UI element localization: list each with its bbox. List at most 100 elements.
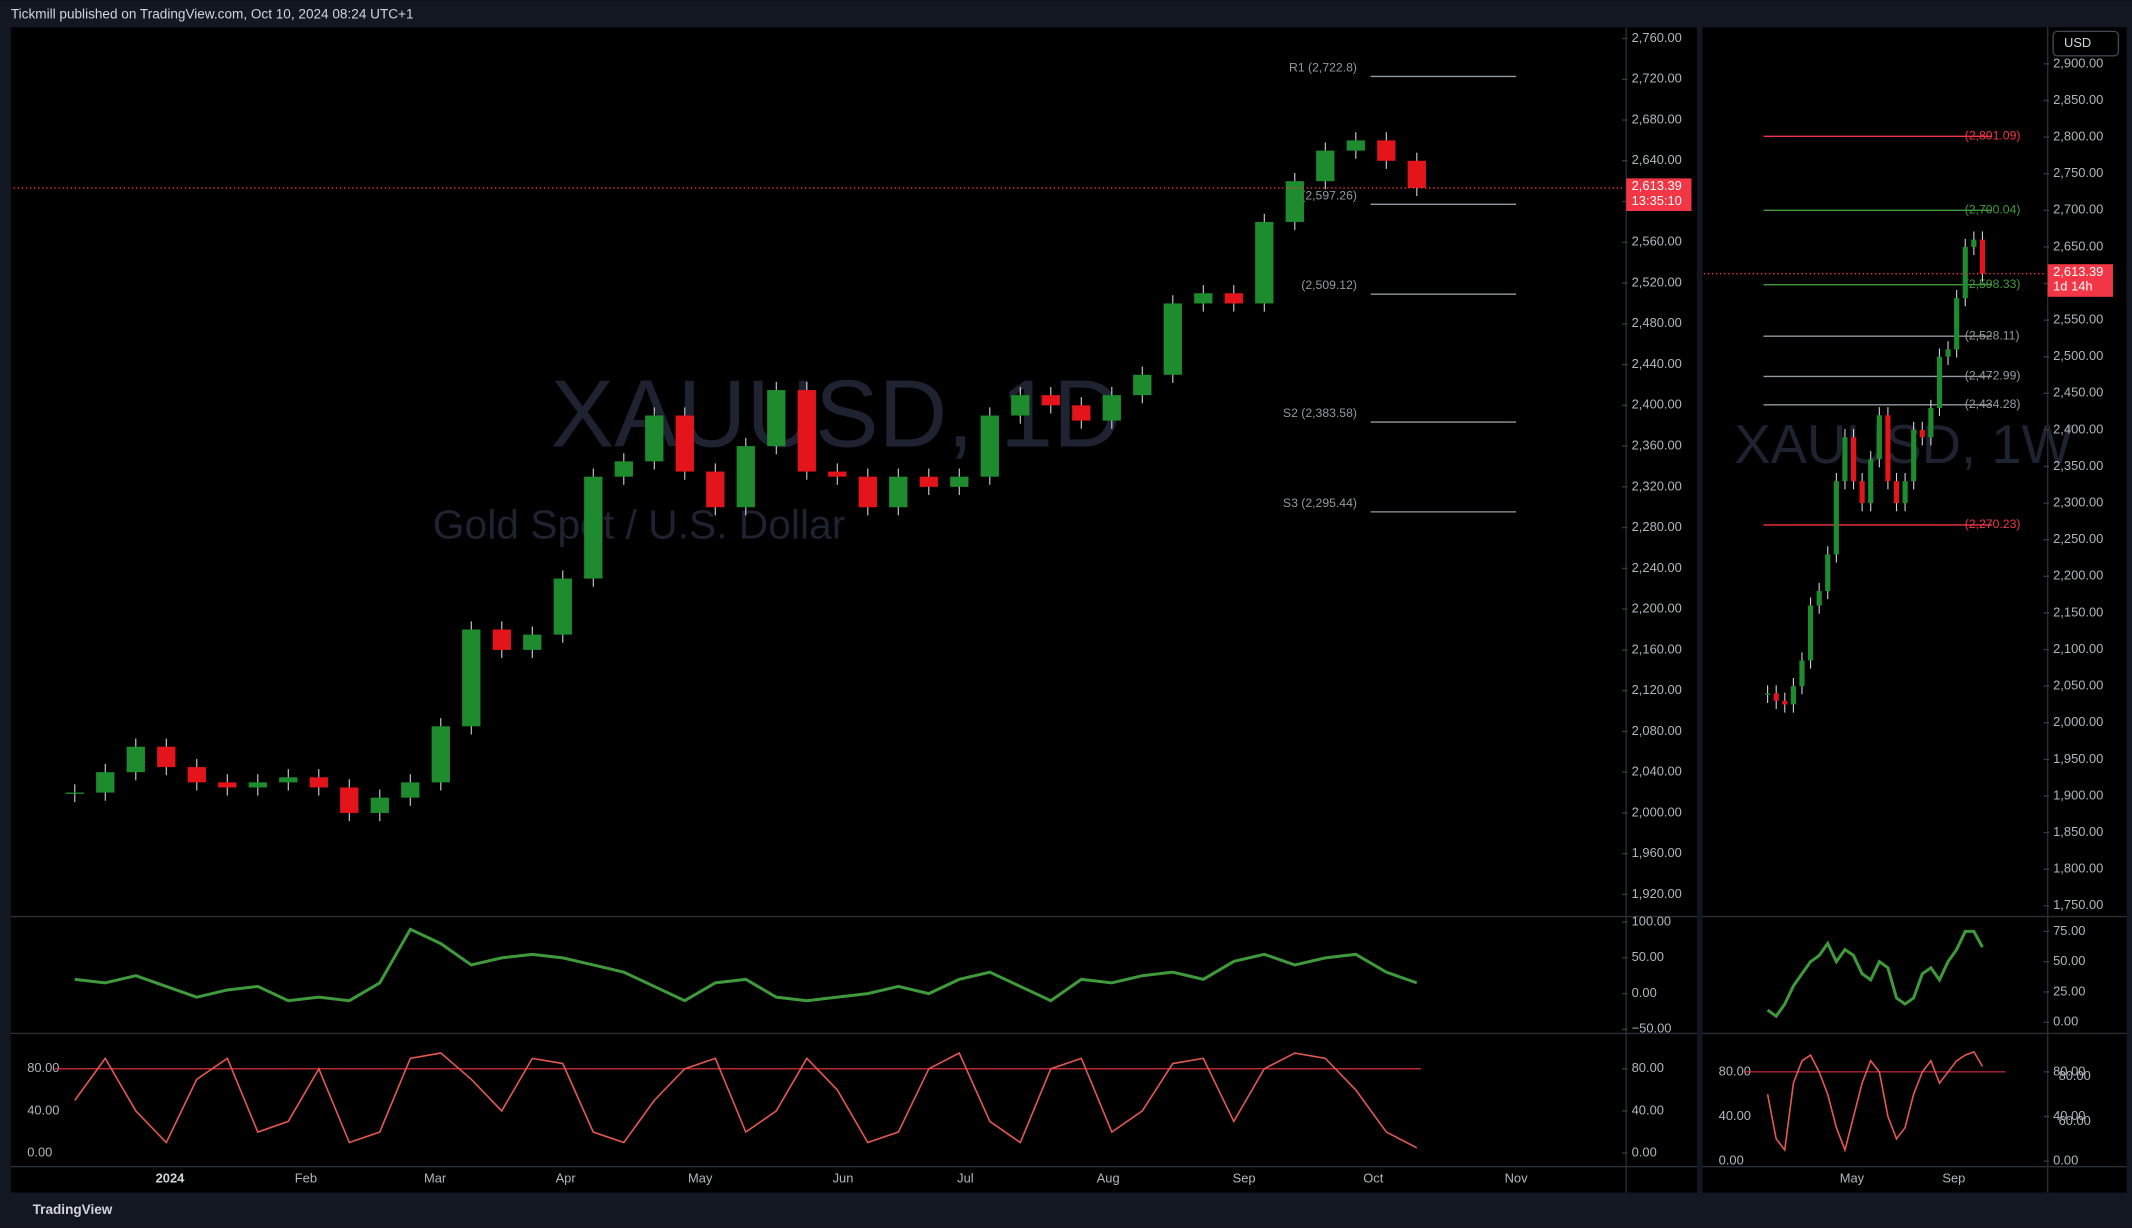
y-tick-label: −50.00 [1632, 1021, 1672, 1036]
footer-brand: TradingView [33, 1202, 113, 1217]
y-tick-label-left: 0.00 [1719, 1153, 1744, 1168]
candle [340, 787, 359, 813]
y-tick-label: 2,850.00 [2053, 92, 2103, 107]
candle [462, 629, 481, 727]
candle [1971, 239, 1977, 247]
candle [1825, 554, 1831, 591]
y-tick-label: 100.00 [1632, 914, 1671, 929]
pivot-label: (2,472.99) [1965, 369, 2021, 383]
y-tick-label: 2,120.00 [1632, 682, 1682, 697]
y-tick-label: 0.00 [2053, 1153, 2078, 1168]
y-tick-label: 2,400.00 [2053, 421, 2103, 436]
y-tick-label: 2,240.00 [1632, 560, 1682, 575]
candle [187, 767, 206, 783]
pivot-label: (2,700.04) [1965, 203, 2021, 217]
candle [1102, 395, 1121, 421]
y-tick-label: 50.00 [1632, 949, 1664, 964]
y-tick-label: 75.00 [2053, 923, 2085, 938]
last-price-label: 2,613.39 [2053, 264, 2103, 279]
y-tick-label: 2,350.00 [2053, 458, 2103, 473]
candle [1407, 160, 1426, 188]
y-tick-label: 2,720.00 [1632, 71, 1682, 86]
y-tick-label: 80.00 [1632, 1060, 1664, 1075]
x-tick-label: May [1840, 1170, 1865, 1185]
candle [1133, 374, 1152, 396]
last-price-tag [2047, 264, 2113, 297]
candle [248, 782, 267, 788]
y-tick-label-left: 40.00 [1719, 1108, 1751, 1123]
watermark: XAUUSD, 1D [551, 362, 1122, 468]
candle [1928, 407, 1934, 438]
y-tick-label: 25.00 [2053, 983, 2085, 998]
pivot-label: R1 (2,722.8) [1289, 60, 1357, 74]
y-tick-label: 2,520.00 [1632, 274, 1682, 289]
y-tick-label: 1,800.00 [2053, 861, 2103, 876]
countdown-label: 13:35:10 [1632, 193, 1682, 208]
pivot-label: (2,801.09) [1965, 129, 2021, 143]
watermark: XAUUSD, 1W [1734, 414, 2073, 475]
pivot-label: (2,270.23) [1965, 517, 2021, 531]
candle [431, 726, 450, 783]
candle [523, 634, 542, 650]
candle [1833, 481, 1839, 555]
candle [1842, 437, 1848, 482]
y-tick-label: 0.00 [2053, 1014, 2078, 1029]
y-tick-label-left: 0.00 [27, 1144, 52, 1159]
indicator-line [1766, 929, 1984, 1019]
candle [706, 471, 725, 508]
candle [1163, 303, 1182, 375]
x-tick-label: Feb [295, 1170, 317, 1185]
pivot-label: (2,509.12) [1301, 278, 1357, 292]
y-tick-label: 1,900.00 [2053, 787, 2103, 802]
y-tick-label-left: 80.00 [1719, 1063, 1751, 1078]
y-tick-label: 2,000.00 [1632, 804, 1682, 819]
indicator-line [1766, 1050, 1984, 1153]
candle [1790, 686, 1796, 705]
y-tick-label: 2,040.00 [1632, 764, 1682, 779]
y-tick-label: 2,360.00 [1632, 438, 1682, 453]
candle [950, 476, 969, 487]
pivot-label: (2,434.28) [1965, 397, 2021, 411]
candle [401, 782, 420, 798]
y-tick-label: 2,150.00 [2053, 604, 2103, 619]
y-tick-label: 2,280.00 [1632, 519, 1682, 534]
x-tick-label: Jun [833, 1170, 854, 1185]
pivot-label: S2 (2,383.58) [1283, 406, 1357, 420]
candle [858, 476, 877, 508]
candle [1773, 693, 1779, 701]
x-tick-label: Sep [1233, 1170, 1256, 1185]
y-tick-label: 2,080.00 [1632, 723, 1682, 738]
y-tick-label: 2,760.00 [1632, 30, 1682, 45]
candle [1936, 356, 1943, 408]
candle [1194, 293, 1213, 304]
candle [126, 746, 145, 773]
y-tick-label: 2,550.00 [2053, 312, 2103, 327]
candle [1377, 140, 1396, 161]
candle [614, 461, 633, 477]
candle [218, 782, 237, 788]
candle [1859, 481, 1865, 504]
y-tick-label: 2,700.00 [2053, 202, 2103, 217]
candle [1011, 395, 1030, 416]
indicator-line [74, 1051, 1418, 1149]
candle [1316, 150, 1335, 182]
y-tick-label: 2,500.00 [2053, 348, 2103, 363]
y-tick-label: 40.00 [2053, 1108, 2085, 1123]
y-tick-label: 2,300.00 [2053, 495, 2103, 510]
candle [1979, 239, 1986, 274]
y-tick-label: 2,400.00 [1632, 397, 1682, 412]
y-tick-label: 2,000.00 [2053, 714, 2103, 729]
candle [370, 797, 389, 813]
last-price-tag [1626, 178, 1692, 212]
last-price-label: 2,613.39 [1632, 178, 1682, 193]
x-tick-label: May [688, 1170, 713, 1185]
candle [1962, 246, 1968, 299]
y-tick-label: 1,950.00 [2053, 751, 2103, 766]
y-tick-label: 2,750.00 [2053, 165, 2103, 180]
x-tick-label: Apr [556, 1170, 577, 1185]
y-tick-label: 2,100.00 [2053, 641, 2103, 656]
candle [65, 792, 84, 794]
candle [309, 777, 328, 788]
